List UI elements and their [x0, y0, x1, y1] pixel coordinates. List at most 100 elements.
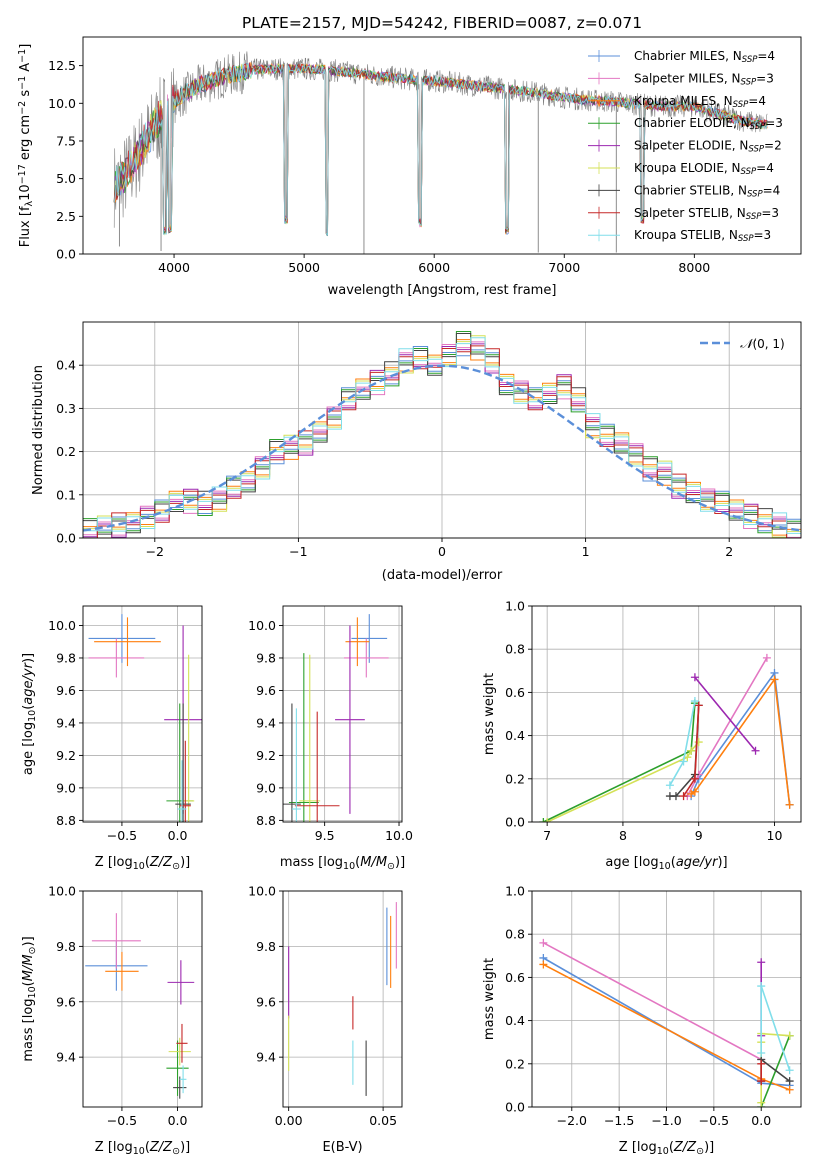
y-tick-label: 9.6: [56, 683, 76, 698]
panel-residuals: −2 −1 0 1 2 0.0 0.1 0.2 0.3 0.4 (data-model)/error…: [31, 321, 802, 583]
y-tick-label: 9.2: [56, 748, 76, 763]
weight-marker: [757, 1098, 766, 1107]
x-axis-label: (data-model)/error: [382, 568, 503, 583]
y-tick-label: 5.0: [56, 171, 76, 186]
x-tick-label: 0.0: [168, 1113, 188, 1128]
y-tick-label: 0.0: [505, 815, 525, 830]
weight-marker: [751, 746, 760, 755]
y-tick-label: 0.2: [56, 444, 76, 459]
x-tick-label: 8: [619, 828, 627, 843]
x-tick-label: 0.00: [275, 1113, 303, 1128]
y-tick-label: 9.4: [56, 1050, 76, 1065]
y-tick-label: 0.1: [56, 487, 76, 502]
legend-label: Salpeter STELIB, NSSP=3: [634, 206, 779, 222]
weight-marker: [785, 1085, 794, 1094]
y-axis-label: mass weight: [482, 673, 497, 755]
weight-marker: [690, 774, 699, 783]
weight-marker: [690, 697, 699, 706]
y-tick-label: 9.6: [56, 994, 76, 1009]
weight-series: [546, 741, 700, 822]
x-tick-label: −2: [146, 544, 164, 559]
weight-marker: [687, 746, 696, 755]
panel-spectrum: 4000 5000 6000 7000 8000 0.0 2.5 5.0 7.5 10.0 12.5…: [17, 36, 802, 298]
x-axis-label: age [log10(age/yr)]: [605, 855, 727, 872]
y-tick-label: 9.4: [256, 1050, 276, 1065]
y-tick-label: 8.8: [256, 813, 276, 828]
legend-label: Salpeter MILES, NSSP=3: [634, 71, 774, 87]
y-tick-label: 9.6: [256, 994, 276, 1009]
x-axis-label: wavelength [Angstrom, rest frame]: [328, 283, 557, 298]
y-tick-label: 9.8: [256, 650, 276, 665]
x-tick-label: 2: [725, 544, 733, 559]
legend-label: Chabrier MILES, NSSP=4: [634, 49, 775, 65]
x-tick-label: −1.5: [604, 1113, 634, 1128]
weight-marker: [762, 653, 771, 662]
x-tick-label: 8000: [678, 260, 710, 275]
weight-marker: [543, 818, 552, 822]
x-axis-label: Z [log10(Z/Z⊙)]: [95, 855, 190, 872]
y-tick-label: 10.0: [48, 618, 76, 633]
plot-area: [283, 614, 389, 822]
axes-frame: [82, 36, 802, 255]
plot-area: [85, 913, 195, 1099]
x-tick-label: −0.5: [107, 828, 137, 843]
plot-area: [83, 331, 801, 538]
y-tick-label: 9.4: [56, 715, 76, 730]
legend-label: Kroupa ELODIE, NSSP=4: [634, 161, 774, 177]
panel-weight_vs_age: 7 8 9 10 0.0 0.2 0.4 0.6 0.8 1.0 age [log10(age/yr…: [482, 599, 802, 872]
weight-marker: [679, 757, 688, 766]
figure-title: PLATE=2157, MJD=54242, FIBERID=0087, z=0…: [242, 14, 642, 32]
y-tick-label: 0.0: [505, 1100, 525, 1115]
weight-marker: [757, 1077, 766, 1086]
panel-mass_vs_Z: −0.5 0.0 9.4 9.6 9.8 10.0 Z [log10(Z/Z⊙)] mass …: [21, 884, 203, 1157]
plot-area: [113, 51, 768, 254]
x-tick-label: 10.0: [385, 828, 413, 843]
plot-area: [88, 614, 202, 822]
y-tick-label: 1.0: [505, 884, 525, 899]
y-tick-label: 0.4: [505, 728, 525, 743]
y-axis-label: Flux [fλ10−17 erg cm−2 s−1 A−1]: [17, 44, 35, 248]
y-tick-label: 9.0: [56, 780, 76, 795]
weight-marker: [690, 673, 699, 682]
weight-marker: [757, 958, 766, 967]
x-tick-label: 0.0: [168, 828, 188, 843]
weight-series: [760, 1035, 791, 1107]
histogram-series: [83, 337, 801, 538]
x-tick-label: 6000: [418, 260, 450, 275]
weight-marker: [785, 800, 794, 809]
weight-marker: [785, 1077, 794, 1086]
axes-frame: [531, 605, 802, 823]
y-tick-label: 10.0: [248, 618, 276, 633]
weight-marker: [690, 787, 699, 796]
x-axis-label: mass [log10(M/M⊙)]: [280, 855, 405, 872]
y-tick-label: 9.4: [256, 715, 276, 730]
x-tick-label: −0.5: [107, 1113, 137, 1128]
weight-marker: [757, 1059, 766, 1068]
x-tick-label: −2.0: [557, 1113, 587, 1128]
y-axis-label: Normed distribution: [31, 365, 46, 495]
weight-marker: [679, 792, 688, 801]
plot-area: [288, 902, 397, 1096]
y-tick-label: 2.5: [56, 209, 76, 224]
x-tick-label: 7: [543, 828, 551, 843]
legend-label: 𝒩(0, 1): [740, 337, 785, 352]
legend-label: Kroupa STELIB, NSSP=3: [634, 228, 771, 244]
weight-marker: [539, 818, 548, 822]
axes-frame: [282, 890, 403, 1108]
y-tick-label: 9.8: [256, 939, 276, 954]
y-tick-label: 1.0: [505, 599, 525, 614]
y-tick-label: 0.8: [505, 927, 525, 942]
y-tick-label: 0.2: [505, 1056, 525, 1071]
y-tick-label: 7.5: [56, 133, 76, 148]
histogram-series: [83, 345, 801, 538]
weight-marker: [757, 982, 766, 991]
y-tick-label: 0.0: [56, 247, 76, 262]
y-axis-label: mass [log10(M/M⊙)]: [21, 936, 38, 1061]
x-tick-label: 1: [582, 544, 590, 559]
legend-label: Kroupa MILES, NSSP=4: [634, 94, 766, 110]
legend-label: Chabrier STELIB, NSSP=4: [634, 183, 780, 199]
x-tick-label: 10: [767, 828, 783, 843]
weight-marker: [671, 792, 680, 801]
x-tick-label: 0.05: [369, 1113, 397, 1128]
